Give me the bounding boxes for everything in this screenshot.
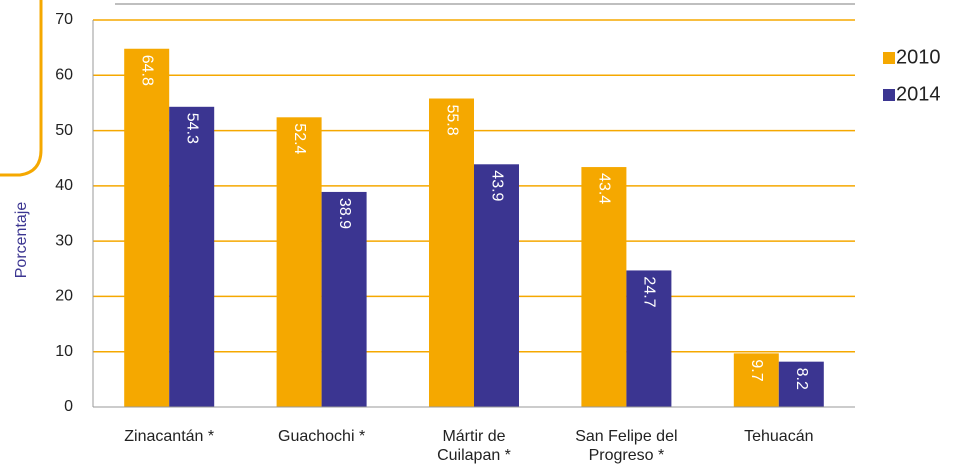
y-axis-label: Porcentaje: [13, 202, 30, 279]
data-label: 52.4: [291, 123, 308, 154]
bar: [581, 167, 627, 407]
data-label: 8.2: [793, 368, 810, 390]
x-tick-label: Zinacantán *: [124, 428, 215, 445]
bar: [124, 48, 170, 408]
bar: [276, 117, 322, 407]
y-tick-label: 0: [64, 398, 73, 415]
data-label: 43.9: [488, 170, 505, 201]
data-label: 9.7: [748, 359, 765, 381]
data-label: 54.3: [183, 113, 200, 144]
x-tick-label: San Felipe del Progreso *: [575, 428, 678, 464]
y-tick-label: 10: [55, 343, 73, 360]
bar: [778, 361, 824, 407]
y-tick-label: 60: [55, 67, 73, 84]
data-label: 38.9: [336, 198, 353, 229]
y-tick-label: 30: [55, 232, 73, 249]
y-tick-label: 50: [55, 122, 73, 139]
data-label: 55.8: [443, 105, 460, 136]
data-label: 24.7: [641, 276, 658, 307]
bar: [474, 164, 519, 407]
x-tick-label: Mártir de Cuilapan *: [437, 428, 511, 464]
x-tick-label: Tehuacán: [744, 428, 814, 445]
legend-swatch: [883, 52, 895, 64]
data-label: 43.4: [596, 173, 613, 204]
legend-swatch: [883, 89, 895, 101]
legend-label: 2010: [896, 46, 941, 68]
bar: [429, 98, 474, 408]
y-tick-label: 70: [55, 11, 73, 28]
decor-frame: [0, 0, 43, 177]
bar: [169, 106, 215, 407]
x-tick-label: Guachochi *: [278, 428, 366, 445]
y-tick-label: 20: [55, 288, 73, 305]
bar: [626, 270, 672, 407]
y-tick-label: 40: [55, 177, 73, 194]
data-label: 64.8: [138, 55, 155, 86]
legend-label: 2014: [896, 83, 941, 105]
bar: [733, 353, 779, 407]
bar: [321, 191, 367, 407]
